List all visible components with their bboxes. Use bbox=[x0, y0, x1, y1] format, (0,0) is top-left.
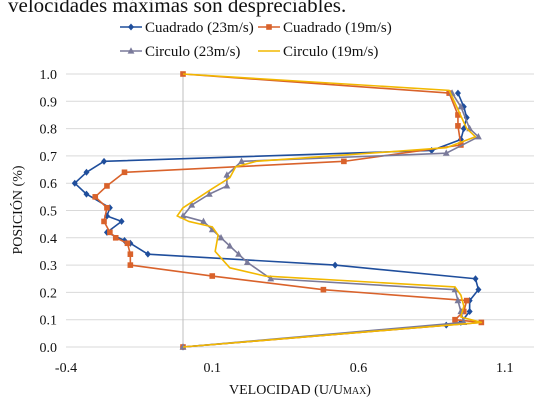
data-point-marker bbox=[266, 24, 272, 30]
data-point-marker bbox=[83, 168, 90, 176]
y-tick-label: 0.1 bbox=[40, 314, 58, 329]
legend: Cuadrado (23m/s) Cuadrado (19m/s) Circulo … bbox=[120, 20, 392, 60]
data-point-marker bbox=[452, 316, 458, 323]
x-tick-label: 0.1 bbox=[204, 361, 222, 376]
data-point-marker bbox=[446, 90, 452, 96]
series-line bbox=[182, 92, 480, 348]
legend-label: Circulo (19m/s) bbox=[283, 44, 378, 60]
y-tick-label: 0.8 bbox=[40, 123, 58, 138]
y-tick-label: 0.3 bbox=[40, 259, 58, 274]
data-point-marker bbox=[205, 190, 213, 197]
data-point-marker bbox=[460, 125, 467, 133]
series-group bbox=[71, 71, 485, 351]
y-tick-label: 0.5 bbox=[40, 205, 58, 220]
data-point-marker bbox=[101, 157, 108, 165]
data-point-marker bbox=[341, 158, 347, 165]
data-point-marker bbox=[223, 182, 231, 189]
x-tick-label: 1.1 bbox=[496, 361, 514, 376]
data-point-marker bbox=[104, 204, 110, 211]
data-point-marker bbox=[475, 286, 482, 294]
data-point-marker bbox=[209, 273, 216, 279]
y-tick-label: 0.2 bbox=[40, 286, 58, 301]
data-point-marker bbox=[179, 212, 187, 219]
data-point-marker bbox=[104, 183, 110, 189]
data-point-marker bbox=[472, 275, 479, 283]
series-line bbox=[176, 73, 483, 348]
legend-label: Cuadrado (23m/s) bbox=[145, 20, 254, 36]
data-point-marker bbox=[267, 274, 275, 282]
data-point-marker bbox=[455, 123, 461, 129]
legend-label: Cuadrado (19m/s) bbox=[283, 20, 392, 36]
data-point-marker bbox=[112, 235, 119, 241]
data-point-marker bbox=[127, 262, 134, 268]
data-point-marker bbox=[457, 102, 465, 110]
data-point-marker bbox=[124, 240, 131, 247]
data-point-marker bbox=[320, 286, 327, 293]
data-point-marker bbox=[101, 218, 107, 225]
data-point-marker bbox=[121, 169, 128, 176]
data-point-marker bbox=[466, 308, 473, 316]
x-tick-label: 0.6 bbox=[350, 361, 368, 376]
data-point-marker bbox=[238, 157, 245, 164]
series-4 bbox=[176, 73, 483, 348]
data-point-marker bbox=[235, 250, 242, 257]
data-point-marker bbox=[127, 47, 135, 54]
data-point-marker bbox=[454, 89, 461, 97]
data-point-marker bbox=[454, 296, 462, 304]
y-axis-label: POSICIÓN (%) bbox=[9, 165, 26, 254]
legend-label: Circulo (23m/s) bbox=[145, 44, 240, 60]
data-point-marker bbox=[442, 149, 450, 156]
data-point-marker bbox=[128, 23, 134, 31]
legend-item: Cuadrado (23m/s) bbox=[120, 20, 254, 36]
data-point-marker bbox=[83, 190, 90, 198]
x-axis-label: VELOCIDAD (U/UMAX) bbox=[229, 383, 371, 398]
data-point-marker bbox=[463, 297, 470, 304]
data-point-marker bbox=[332, 261, 339, 269]
y-tick-label: 0.6 bbox=[40, 177, 58, 192]
data-point-marker bbox=[107, 229, 113, 236]
legend-item: Circulo (19m/s) bbox=[258, 44, 378, 60]
data-point-marker bbox=[71, 179, 78, 187]
x-axis-label-close: ) bbox=[366, 383, 371, 398]
y-tick-label: 1.0 bbox=[40, 68, 58, 83]
data-point-marker bbox=[461, 308, 467, 315]
data-point-marker bbox=[188, 201, 196, 208]
series-line bbox=[73, 92, 480, 348]
data-point-marker bbox=[144, 250, 151, 258]
y-tick-label: 0.0 bbox=[40, 341, 58, 356]
legend-item: Cuadrado (19m/s) bbox=[258, 20, 392, 36]
y-tick-label: 0.9 bbox=[40, 95, 58, 110]
data-point-marker bbox=[127, 251, 134, 257]
data-point-marker bbox=[226, 242, 234, 249]
data-point-marker bbox=[217, 234, 225, 241]
legend-item: Circulo (23m/s) bbox=[120, 44, 240, 60]
data-point-marker bbox=[223, 171, 231, 178]
x-axis-label-main: VELOCIDAD (U/U bbox=[229, 383, 343, 398]
y-tick-label: 0.4 bbox=[40, 232, 58, 247]
cut-off-caption: velocidades máximas son despreciables. bbox=[8, 0, 346, 17]
data-point-marker bbox=[92, 194, 99, 200]
x-tick-label: -0.4 bbox=[55, 361, 77, 376]
data-point-marker bbox=[243, 258, 251, 265]
data-point-marker bbox=[200, 217, 207, 225]
y-tick-label: 0.7 bbox=[40, 150, 58, 165]
data-point-marker bbox=[118, 217, 125, 225]
data-point-marker bbox=[455, 112, 461, 118]
tick-labels: 0.0 0.1 0.2 0.3 0.4 0.5 0.6 0.7 0.8 0.9 1.0 -0.4 0.1… bbox=[40, 68, 514, 376]
x-axis-label-subscript: MAX bbox=[343, 386, 367, 397]
data-point-marker bbox=[475, 132, 482, 140]
